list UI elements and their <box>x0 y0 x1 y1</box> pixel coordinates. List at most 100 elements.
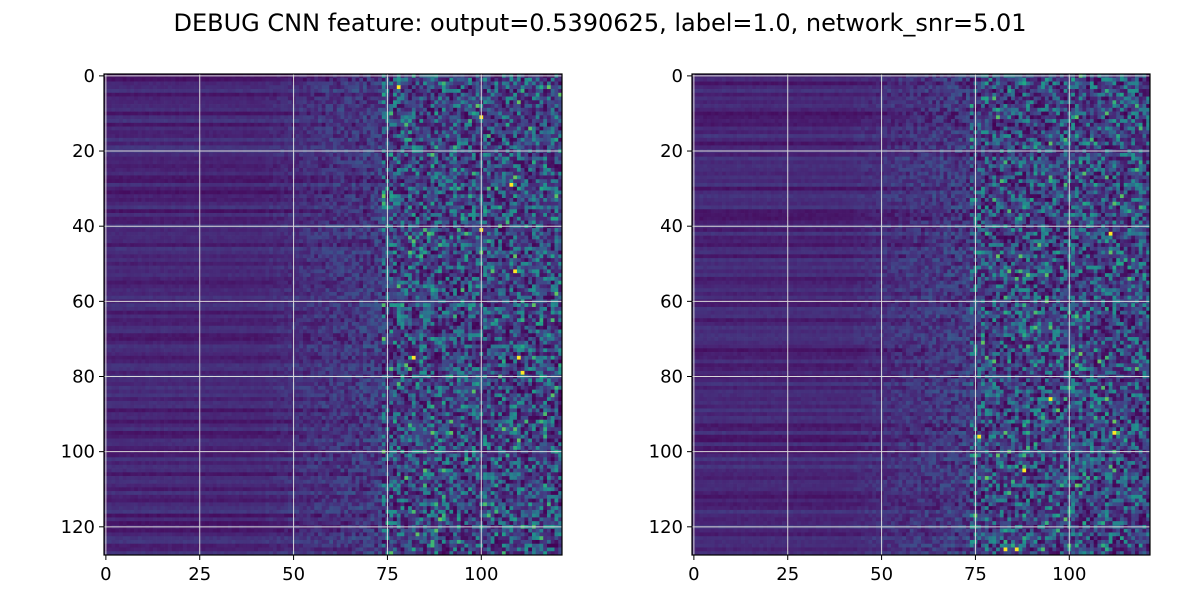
heatmap-cell <box>393 198 398 203</box>
heatmap-cell <box>137 130 142 135</box>
heatmap-cell <box>310 119 315 124</box>
heatmap-cell <box>336 104 341 109</box>
heatmap-cell <box>460 104 465 109</box>
heatmap-cell <box>415 213 420 218</box>
heatmap-cell <box>209 100 214 105</box>
heatmap-cell <box>449 220 454 225</box>
heatmap-cell <box>205 220 210 225</box>
heatmap-cell <box>190 220 195 225</box>
heatmap-cell <box>130 205 135 210</box>
heatmap-cell <box>351 175 356 180</box>
heatmap-cell <box>115 111 120 116</box>
heatmap-cell <box>374 115 379 120</box>
heatmap-cell <box>355 107 360 112</box>
heatmap-cell <box>464 171 469 176</box>
heatmap-cell <box>141 216 146 221</box>
heatmap-cell <box>134 213 139 218</box>
heatmap-cell <box>423 100 428 105</box>
heatmap-cell <box>182 111 187 116</box>
heatmap-cell <box>558 115 563 120</box>
heatmap-cell <box>430 220 435 225</box>
heatmap-cell <box>287 205 293 210</box>
heatmap-cell <box>501 89 507 94</box>
heatmap-cell <box>321 96 326 101</box>
heatmap-cell <box>122 167 127 173</box>
heatmap-cell <box>182 175 187 180</box>
heatmap-cell <box>160 182 165 188</box>
heatmap-cell <box>528 186 533 191</box>
heatmap-cell <box>333 190 338 195</box>
heatmap-cells <box>104 74 563 556</box>
heatmap-cell <box>175 179 180 184</box>
heatmap-cell <box>182 213 187 218</box>
heatmap-cell <box>528 122 533 127</box>
heatmap-cell <box>505 141 510 146</box>
heatmap-cell <box>321 160 326 165</box>
heatmap-cell <box>396 213 401 218</box>
heatmap-cell <box>299 126 304 131</box>
heatmap-cell <box>220 96 225 101</box>
heatmap-cell <box>351 164 356 169</box>
heatmap-cell <box>179 190 184 195</box>
heatmap-cell <box>246 85 251 90</box>
heatmap-cell <box>441 205 446 210</box>
heatmap-cell <box>501 179 507 184</box>
heatmap-cell <box>329 89 334 94</box>
heatmap-cell <box>426 141 431 146</box>
heatmap-cell <box>224 141 229 146</box>
heatmap-cell <box>558 182 563 188</box>
heatmap-cell <box>115 137 120 142</box>
heatmap-cell <box>227 182 232 188</box>
heatmap-cell <box>205 107 210 112</box>
heatmap-cell <box>265 160 270 165</box>
heatmap-cell <box>235 145 240 150</box>
heatmap-cell <box>194 145 199 150</box>
heatmap-cell <box>175 171 180 176</box>
heatmap-cell <box>336 198 341 203</box>
heatmap-cell <box>145 81 150 86</box>
heatmap-cell <box>471 213 476 218</box>
heatmap-cell <box>460 182 465 188</box>
heatmap-cell <box>276 164 281 169</box>
heatmap-cell <box>160 130 165 135</box>
heatmap-cell <box>370 119 375 124</box>
heatmap-cell <box>381 209 386 214</box>
heatmap-cell <box>471 111 476 116</box>
heatmap-cell <box>201 209 206 214</box>
heatmap-cell <box>351 220 356 225</box>
heatmap-cell <box>453 130 458 135</box>
heatmap-cell <box>359 156 364 161</box>
heatmap-cell <box>546 220 552 225</box>
heatmap-cell <box>348 111 353 116</box>
heatmap-cell <box>250 220 255 225</box>
heatmap-cell <box>490 96 495 101</box>
heatmap-cell <box>179 126 184 131</box>
heatmap-cell <box>374 85 379 90</box>
heatmap-cell <box>524 134 529 139</box>
heatmap-cell <box>389 171 394 176</box>
heatmap-cell <box>272 89 278 94</box>
heatmap-cell <box>351 167 356 173</box>
heatmap-cell <box>261 220 266 225</box>
heatmap-cell <box>246 130 251 135</box>
heatmap-cell <box>430 201 435 206</box>
heatmap-cell <box>434 216 439 221</box>
heatmap-cell <box>389 198 394 203</box>
heatmap-cell <box>239 179 244 184</box>
heatmap-cell <box>468 164 473 169</box>
heatmap-cell <box>531 85 537 90</box>
heatmap-cell <box>250 96 255 101</box>
heatmap-cell <box>269 77 274 82</box>
heatmap-cell <box>141 198 146 203</box>
heatmap-cell <box>201 194 206 199</box>
heatmap-cell <box>235 141 240 146</box>
heatmap-cell <box>501 186 507 191</box>
heatmap-cell <box>381 134 386 139</box>
heatmap-cell <box>370 213 375 218</box>
heatmap-cell <box>415 100 420 105</box>
heatmap-cell <box>242 179 247 184</box>
heatmap-cell <box>220 164 225 169</box>
heatmap-cell <box>513 198 518 203</box>
heatmap-cell <box>317 213 323 218</box>
heatmap-cell <box>490 156 495 161</box>
